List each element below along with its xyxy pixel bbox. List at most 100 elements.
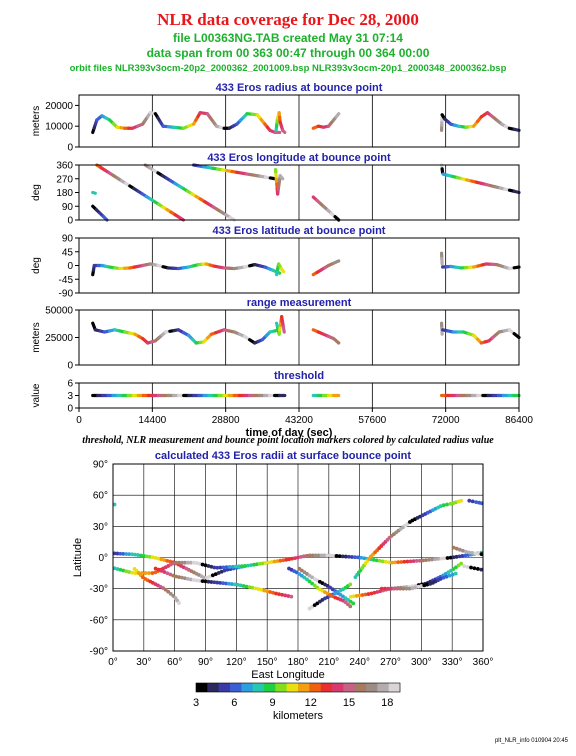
data-point — [350, 555, 354, 559]
marker-caption: threshold, NLR measurement and bounce po… — [82, 435, 494, 446]
data-series — [143, 163, 236, 222]
x-tick-label: 0 — [76, 415, 82, 426]
data-point — [262, 588, 267, 593]
colorbar-cell — [354, 683, 367, 692]
data-segment — [440, 167, 445, 175]
data-point — [177, 560, 181, 565]
orbit-files: orbit files NLR393v3ocm-20p2_2000362_200… — [69, 63, 507, 74]
panel-title: range measurement — [247, 297, 352, 309]
data-point — [238, 583, 243, 588]
data-point — [402, 559, 407, 564]
file-info: file L00363NG.TAB created May 31 07:14 — [173, 31, 403, 45]
data-point — [112, 502, 117, 507]
data-point — [271, 590, 275, 595]
y-tick-label: 90 — [62, 202, 74, 213]
data-point — [304, 553, 309, 558]
data-point — [399, 560, 404, 564]
data-point — [250, 585, 255, 590]
data-point — [410, 586, 415, 591]
data-point — [377, 558, 382, 563]
data-point — [252, 562, 256, 567]
y-tick-label: 0 — [67, 261, 73, 272]
data-point — [121, 568, 126, 573]
data-point — [467, 550, 472, 555]
data-point — [206, 564, 211, 568]
data-point — [224, 565, 229, 570]
data-point — [222, 568, 227, 573]
colorbar-tick-label: 9 — [269, 697, 275, 709]
x-tick-label: 30° — [136, 657, 151, 668]
data-series — [462, 564, 484, 572]
data-point — [363, 592, 368, 597]
data-point — [448, 501, 453, 506]
data-point — [194, 578, 199, 583]
data-point — [208, 574, 212, 579]
data-point — [168, 559, 173, 564]
data-point — [206, 579, 211, 584]
data-point — [351, 594, 356, 599]
data-segment — [281, 325, 286, 334]
data-point — [293, 556, 297, 560]
data-point — [130, 552, 134, 557]
data-point — [124, 569, 129, 574]
data-point — [165, 571, 170, 576]
data-series — [274, 315, 286, 336]
colorbar-cell — [286, 683, 299, 692]
data-point — [174, 574, 179, 579]
data-point — [396, 560, 401, 565]
data-point — [241, 584, 246, 588]
x-tick-label: 180° — [288, 657, 309, 668]
data-series — [273, 167, 285, 196]
data-point — [356, 555, 361, 560]
data-point — [210, 573, 215, 578]
data-point — [448, 555, 453, 560]
data-series — [439, 111, 521, 132]
colorbar-cell — [343, 683, 356, 692]
colorbar-cell — [252, 683, 265, 692]
x-tick-label: 28800 — [212, 415, 240, 426]
data-point — [209, 564, 214, 569]
colorbar-cell — [332, 683, 344, 692]
data-point — [177, 575, 181, 579]
colorbar-frame — [195, 682, 401, 693]
data-point — [188, 577, 193, 582]
data-series — [353, 498, 464, 580]
data-point — [200, 579, 205, 583]
data-point — [360, 593, 365, 597]
data-series — [132, 567, 181, 605]
x-tick-label: 150° — [257, 657, 278, 668]
y-tick-label: 6 — [67, 379, 73, 390]
data-point — [283, 593, 288, 598]
y-tick-label: 0 — [67, 404, 73, 415]
data-point — [433, 557, 438, 562]
data-series — [91, 262, 282, 277]
data-point — [277, 592, 281, 597]
data-point — [212, 580, 217, 585]
data-point — [162, 558, 167, 562]
data-series — [439, 251, 444, 266]
data-point — [454, 554, 459, 559]
data-point — [366, 592, 371, 596]
data-point — [473, 551, 478, 556]
data-point — [337, 554, 342, 559]
colorbar-cell — [309, 683, 322, 692]
colorbar-cell — [377, 683, 390, 692]
x-tick-label: 120° — [226, 657, 247, 668]
panel-frame — [78, 94, 520, 148]
x-tick-label: 57600 — [358, 415, 386, 426]
data-point — [475, 567, 480, 571]
data-point — [191, 578, 196, 582]
data-segment — [512, 127, 521, 132]
data-point — [374, 558, 379, 563]
data-series — [274, 262, 286, 277]
data-point — [390, 560, 394, 565]
y-tick-label: -30° — [90, 584, 108, 595]
data-point — [197, 561, 202, 566]
data-point — [224, 581, 228, 586]
data-series — [379, 571, 458, 591]
y-tick-label: 270 — [56, 174, 73, 185]
data-point — [259, 587, 264, 592]
data-point — [459, 498, 464, 503]
data-point — [460, 554, 465, 558]
data-point — [371, 557, 376, 562]
